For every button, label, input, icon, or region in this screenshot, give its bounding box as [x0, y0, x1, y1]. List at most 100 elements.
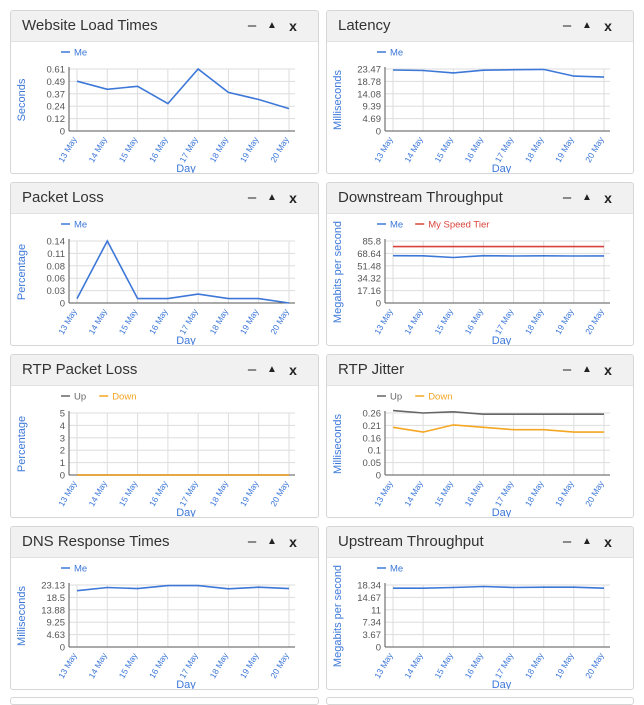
- legend-item[interactable]: Up: [61, 392, 86, 403]
- data-point[interactable]: [226, 473, 231, 478]
- minimize-button[interactable]: –: [562, 361, 572, 378]
- legend-item[interactable]: Me: [377, 48, 403, 59]
- data-point[interactable]: [602, 430, 607, 435]
- legend-item[interactable]: Me: [377, 220, 403, 231]
- data-point[interactable]: [196, 473, 201, 478]
- data-point[interactable]: [541, 67, 546, 72]
- data-point[interactable]: [135, 296, 140, 301]
- expand-button[interactable]: ▲: [582, 364, 592, 375]
- data-point[interactable]: [602, 412, 607, 417]
- data-point[interactable]: [541, 585, 546, 590]
- data-point[interactable]: [75, 296, 80, 301]
- data-point[interactable]: [511, 427, 516, 432]
- data-point[interactable]: [511, 254, 516, 259]
- data-point[interactable]: [75, 588, 80, 593]
- data-point[interactable]: [165, 296, 170, 301]
- data-point[interactable]: [165, 583, 170, 588]
- close-button[interactable]: x: [604, 362, 612, 378]
- legend-item[interactable]: Me: [61, 220, 87, 231]
- data-point[interactable]: [541, 427, 546, 432]
- data-point[interactable]: [451, 409, 456, 414]
- data-point[interactable]: [451, 422, 456, 427]
- expand-button[interactable]: ▲: [267, 364, 277, 375]
- data-point[interactable]: [571, 430, 576, 435]
- data-point[interactable]: [541, 253, 546, 258]
- data-point[interactable]: [196, 583, 201, 588]
- data-point[interactable]: [571, 585, 576, 590]
- data-point[interactable]: [571, 74, 576, 79]
- data-point[interactable]: [135, 84, 140, 89]
- legend-item[interactable]: Down: [415, 392, 452, 403]
- data-point[interactable]: [421, 586, 426, 591]
- data-point[interactable]: [451, 255, 456, 260]
- legend-item[interactable]: Me: [61, 48, 87, 59]
- data-point[interactable]: [571, 254, 576, 259]
- legend-item[interactable]: Me: [61, 564, 87, 575]
- close-button[interactable]: x: [289, 18, 297, 34]
- data-point[interactable]: [105, 473, 110, 478]
- minimize-button[interactable]: –: [247, 189, 257, 206]
- data-point[interactable]: [511, 67, 516, 72]
- data-point[interactable]: [602, 244, 607, 249]
- data-point[interactable]: [421, 253, 426, 258]
- minimize-button[interactable]: –: [562, 189, 572, 206]
- expand-button[interactable]: ▲: [582, 192, 592, 203]
- data-point[interactable]: [481, 253, 486, 258]
- data-point[interactable]: [511, 244, 516, 249]
- data-point[interactable]: [287, 473, 292, 478]
- data-point[interactable]: [391, 244, 396, 249]
- data-point[interactable]: [287, 106, 292, 111]
- close-button[interactable]: x: [289, 362, 297, 378]
- close-button[interactable]: x: [604, 18, 612, 34]
- data-point[interactable]: [541, 412, 546, 417]
- data-point[interactable]: [196, 67, 201, 72]
- data-point[interactable]: [481, 68, 486, 73]
- expand-button[interactable]: ▲: [582, 20, 592, 31]
- data-point[interactable]: [421, 68, 426, 73]
- data-point[interactable]: [165, 101, 170, 106]
- data-point[interactable]: [571, 244, 576, 249]
- data-point[interactable]: [287, 301, 292, 306]
- data-point[interactable]: [105, 585, 110, 590]
- data-point[interactable]: [421, 411, 426, 416]
- data-point[interactable]: [481, 244, 486, 249]
- data-point[interactable]: [256, 473, 261, 478]
- data-point[interactable]: [602, 75, 607, 80]
- data-point[interactable]: [451, 70, 456, 75]
- legend-item[interactable]: Me: [377, 564, 403, 575]
- data-point[interactable]: [105, 239, 110, 244]
- data-point[interactable]: [481, 584, 486, 589]
- expand-button[interactable]: ▲: [267, 536, 277, 547]
- legend-item[interactable]: Down: [99, 392, 136, 403]
- data-point[interactable]: [602, 253, 607, 258]
- close-button[interactable]: x: [604, 190, 612, 206]
- minimize-button[interactable]: –: [562, 17, 572, 34]
- data-point[interactable]: [105, 87, 110, 92]
- data-point[interactable]: [287, 586, 292, 591]
- data-point[interactable]: [571, 412, 576, 417]
- data-point[interactable]: [511, 412, 516, 417]
- minimize-button[interactable]: –: [562, 533, 572, 550]
- data-point[interactable]: [226, 586, 231, 591]
- data-point[interactable]: [226, 296, 231, 301]
- data-point[interactable]: [421, 244, 426, 249]
- data-point[interactable]: [421, 430, 426, 435]
- data-point[interactable]: [391, 67, 396, 72]
- minimize-button[interactable]: –: [247, 17, 257, 34]
- data-point[interactable]: [541, 244, 546, 249]
- minimize-button[interactable]: –: [247, 533, 257, 550]
- legend-item[interactable]: My Speed Tier: [415, 220, 489, 231]
- data-point[interactable]: [451, 244, 456, 249]
- expand-button[interactable]: ▲: [267, 20, 277, 31]
- data-point[interactable]: [226, 90, 231, 95]
- data-point[interactable]: [391, 425, 396, 430]
- expand-button[interactable]: ▲: [582, 536, 592, 547]
- data-point[interactable]: [196, 292, 201, 297]
- data-point[interactable]: [451, 585, 456, 590]
- expand-button[interactable]: ▲: [267, 192, 277, 203]
- data-point[interactable]: [602, 586, 607, 591]
- data-point[interactable]: [481, 425, 486, 430]
- data-point[interactable]: [256, 97, 261, 102]
- data-point[interactable]: [391, 408, 396, 413]
- data-point[interactable]: [391, 253, 396, 258]
